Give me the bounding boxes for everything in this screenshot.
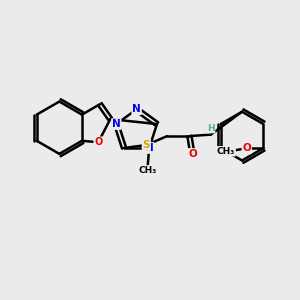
- Text: N: N: [132, 104, 141, 114]
- Text: N: N: [145, 143, 154, 153]
- Text: O: O: [94, 137, 103, 147]
- Text: S: S: [142, 140, 150, 150]
- Text: CH₃: CH₃: [217, 147, 235, 156]
- Text: O: O: [188, 149, 197, 159]
- Text: O: O: [242, 143, 251, 153]
- Text: H: H: [207, 124, 214, 133]
- Text: N: N: [112, 119, 121, 129]
- Text: CH₃: CH₃: [139, 166, 157, 175]
